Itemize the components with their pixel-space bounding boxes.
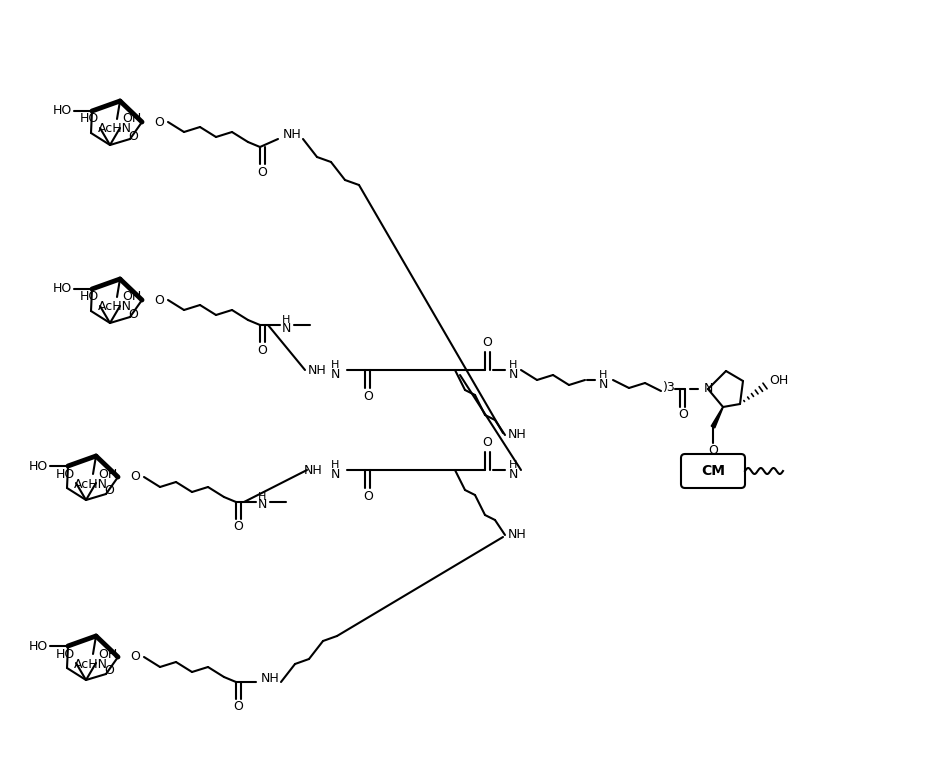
Text: OH: OH [122, 290, 142, 304]
Text: OH: OH [768, 374, 788, 388]
Text: O: O [707, 445, 717, 457]
Text: OH: OH [98, 467, 117, 481]
Text: H: H [508, 360, 516, 370]
Text: AcHN: AcHN [74, 658, 108, 670]
Text: HO: HO [52, 283, 72, 295]
Text: NH: NH [303, 464, 322, 477]
Text: N: N [508, 367, 517, 381]
Text: O: O [257, 344, 266, 356]
Text: O: O [481, 337, 492, 349]
Text: HO: HO [79, 290, 98, 304]
Text: HO: HO [56, 467, 75, 481]
Text: N: N [508, 467, 517, 481]
Text: O: O [678, 409, 687, 421]
Text: N: N [281, 322, 291, 334]
Text: CM: CM [700, 464, 724, 478]
Text: O: O [233, 701, 243, 713]
Text: NH: NH [282, 128, 301, 142]
Text: O: O [130, 651, 140, 663]
Text: O: O [104, 665, 114, 677]
Polygon shape [711, 407, 722, 428]
Text: H: H [330, 460, 339, 470]
Text: O: O [362, 389, 373, 402]
Text: O: O [104, 485, 114, 497]
Text: HO: HO [28, 640, 47, 652]
Text: )3: )3 [662, 381, 675, 394]
Text: AcHN: AcHN [98, 122, 132, 135]
Text: NH: NH [507, 529, 526, 542]
Text: O: O [128, 308, 138, 320]
Text: O: O [154, 116, 163, 128]
Text: H: H [508, 460, 516, 470]
Text: N: N [598, 377, 607, 391]
Text: O: O [362, 489, 373, 503]
Text: O: O [233, 521, 243, 533]
Text: HO: HO [79, 113, 98, 125]
Text: N: N [330, 468, 339, 482]
Text: NH: NH [308, 363, 326, 377]
Text: O: O [128, 129, 138, 143]
Text: AcHN: AcHN [74, 478, 108, 490]
Text: O: O [257, 165, 266, 179]
Text: OH: OH [122, 113, 142, 125]
Text: HO: HO [28, 460, 47, 472]
Text: N: N [330, 369, 339, 381]
Text: O: O [130, 471, 140, 483]
Text: O: O [481, 436, 492, 449]
Text: OH: OH [98, 648, 117, 661]
Text: H: H [330, 360, 339, 370]
FancyBboxPatch shape [681, 454, 744, 488]
Text: N: N [257, 499, 266, 511]
Text: HO: HO [52, 104, 72, 117]
Text: H: H [258, 492, 266, 502]
Text: NH: NH [261, 673, 279, 685]
Text: N: N [702, 383, 712, 395]
Text: O: O [154, 294, 163, 306]
Text: H: H [598, 370, 607, 380]
Text: AcHN: AcHN [98, 301, 132, 313]
Text: HO: HO [56, 648, 75, 661]
Text: H: H [281, 315, 290, 325]
Text: NH: NH [507, 428, 526, 442]
